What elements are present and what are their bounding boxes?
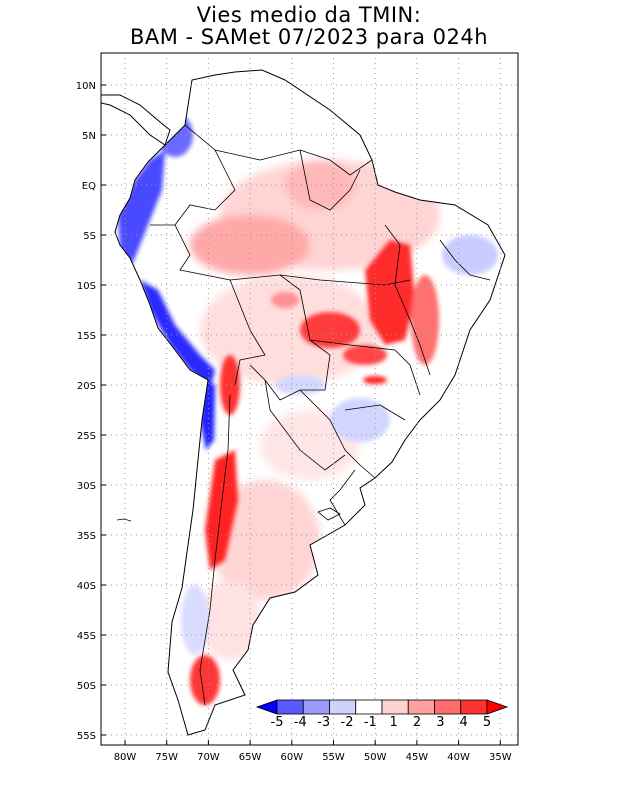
colorbar-segment	[460, 699, 488, 715]
colorbar-segment	[302, 699, 330, 715]
colorbar-label: 5	[483, 715, 491, 730]
border-argentina-north	[264, 379, 346, 471]
lat-tick-label: EQ	[82, 181, 96, 192]
warm-bias-west-amazon	[190, 215, 310, 275]
colorbar-label: 3	[436, 715, 444, 730]
central-america-coast	[101, 94, 171, 146]
strong-warm-andes-north	[205, 450, 238, 570]
colorbar-arrow-high	[486, 699, 509, 715]
lon-tick-label: 80W	[114, 752, 137, 763]
lat-tick-label: 5N	[82, 131, 96, 142]
colorbar-labels: -5 -4 -3 -2 -1 1 2 3 4 5	[271, 715, 492, 730]
colorbar-segment	[381, 699, 409, 715]
strong-warm-goias	[365, 240, 415, 345]
colorbar-segment	[407, 699, 435, 715]
lat-tick-label: 30S	[77, 481, 96, 492]
warm-bias-guiana	[285, 160, 355, 210]
warm-bahia	[411, 275, 439, 365]
border-peru-bolivia	[174, 224, 266, 386]
warm-bias-central	[200, 275, 380, 385]
colorbar-segment	[434, 699, 462, 715]
colorbar	[255, 699, 509, 715]
lat-tick-label: 55S	[77, 731, 96, 742]
lon-tick-label: 60W	[280, 752, 303, 763]
chart-title-line1: Vies medio da TMIN:	[196, 3, 422, 27]
border-venezuela-south	[214, 149, 373, 176]
lat-tick-label: 40S	[77, 581, 96, 592]
lat-tick-label: 20S	[77, 381, 96, 392]
strong-warm-atacama	[220, 355, 240, 415]
longitude-labels: 80W 75W 70W 65W 60W 55W 50W 45W 40W 35W	[114, 740, 512, 763]
border-brazil-states-d	[309, 339, 421, 396]
border-bolivia	[229, 274, 331, 401]
island-outline	[116, 518, 132, 522]
lat-tick-label: 15S	[77, 331, 96, 342]
border-brazil-states-e	[344, 404, 406, 421]
lon-tick-label: 45W	[406, 752, 429, 763]
cold-bias-northeast	[442, 235, 498, 275]
lat-tick-label: 25S	[77, 431, 96, 442]
warm-bias-patagonia	[200, 580, 260, 660]
lon-tick-label: 65W	[239, 752, 262, 763]
cold-bias-colombia	[118, 150, 165, 265]
lon-tick-label: 35W	[489, 752, 512, 763]
colorbar-label: 4	[460, 715, 468, 730]
lat-tick-label: 5S	[83, 231, 96, 242]
lon-tick-label: 55W	[322, 752, 345, 763]
lat-tick-label: 45S	[77, 631, 96, 642]
cold-bias-peru-coast	[140, 280, 215, 390]
border-paraguay-brazil	[299, 389, 376, 479]
strong-warm-strip	[363, 376, 387, 384]
colorbar-segment	[329, 699, 357, 715]
strong-warm-south-central	[343, 345, 387, 365]
colorbar-label: -5	[271, 715, 284, 730]
colorbar-segment	[355, 699, 383, 715]
lat-tick-label: 35S	[77, 531, 96, 542]
border-guianas	[299, 149, 361, 211]
warm-bias-argentina	[210, 480, 320, 600]
lon-tick-label: 75W	[155, 752, 178, 763]
country-borders	[150, 124, 491, 706]
border-chile-argentina	[199, 394, 231, 706]
latitude-labels: 10N 5N EQ 5S 10S 15S 20S 25S 30S 35S 40S 45S 50S 55S	[76, 81, 106, 742]
border-brazil-states-a	[279, 274, 411, 286]
colorbar-label: -3	[317, 715, 330, 730]
lon-tick-label: 70W	[197, 752, 220, 763]
colorbar-label: -2	[341, 715, 354, 730]
chart-title-line2: BAM - SAMet 07/2023 para 024h	[129, 25, 489, 49]
strong-warm-mato-grosso	[300, 312, 360, 348]
cold-bias-chaco	[275, 375, 325, 395]
colorbar-label: -1	[364, 715, 377, 730]
border-brazil-states-b	[384, 224, 431, 376]
colorbar-label: 2	[413, 715, 421, 730]
lon-tick-label: 40W	[447, 752, 470, 763]
cold-bias-south-chile	[181, 585, 209, 655]
warm-rondonia	[271, 292, 299, 308]
lat-tick-label: 50S	[77, 681, 96, 692]
lagoon-outline	[317, 507, 341, 521]
coastline	[114, 69, 506, 736]
colorbar-label: 1	[390, 715, 398, 730]
colorbar-label: -4	[294, 715, 307, 730]
lat-tick-label: 10N	[76, 81, 96, 92]
lon-tick-label: 50W	[364, 752, 387, 763]
colorbar-segment	[276, 699, 304, 715]
strong-warm-patagonia	[190, 655, 220, 705]
lat-tick-label: 10S	[77, 281, 96, 292]
border-brazil-states-c	[439, 239, 491, 281]
grid-lines	[101, 53, 518, 745]
